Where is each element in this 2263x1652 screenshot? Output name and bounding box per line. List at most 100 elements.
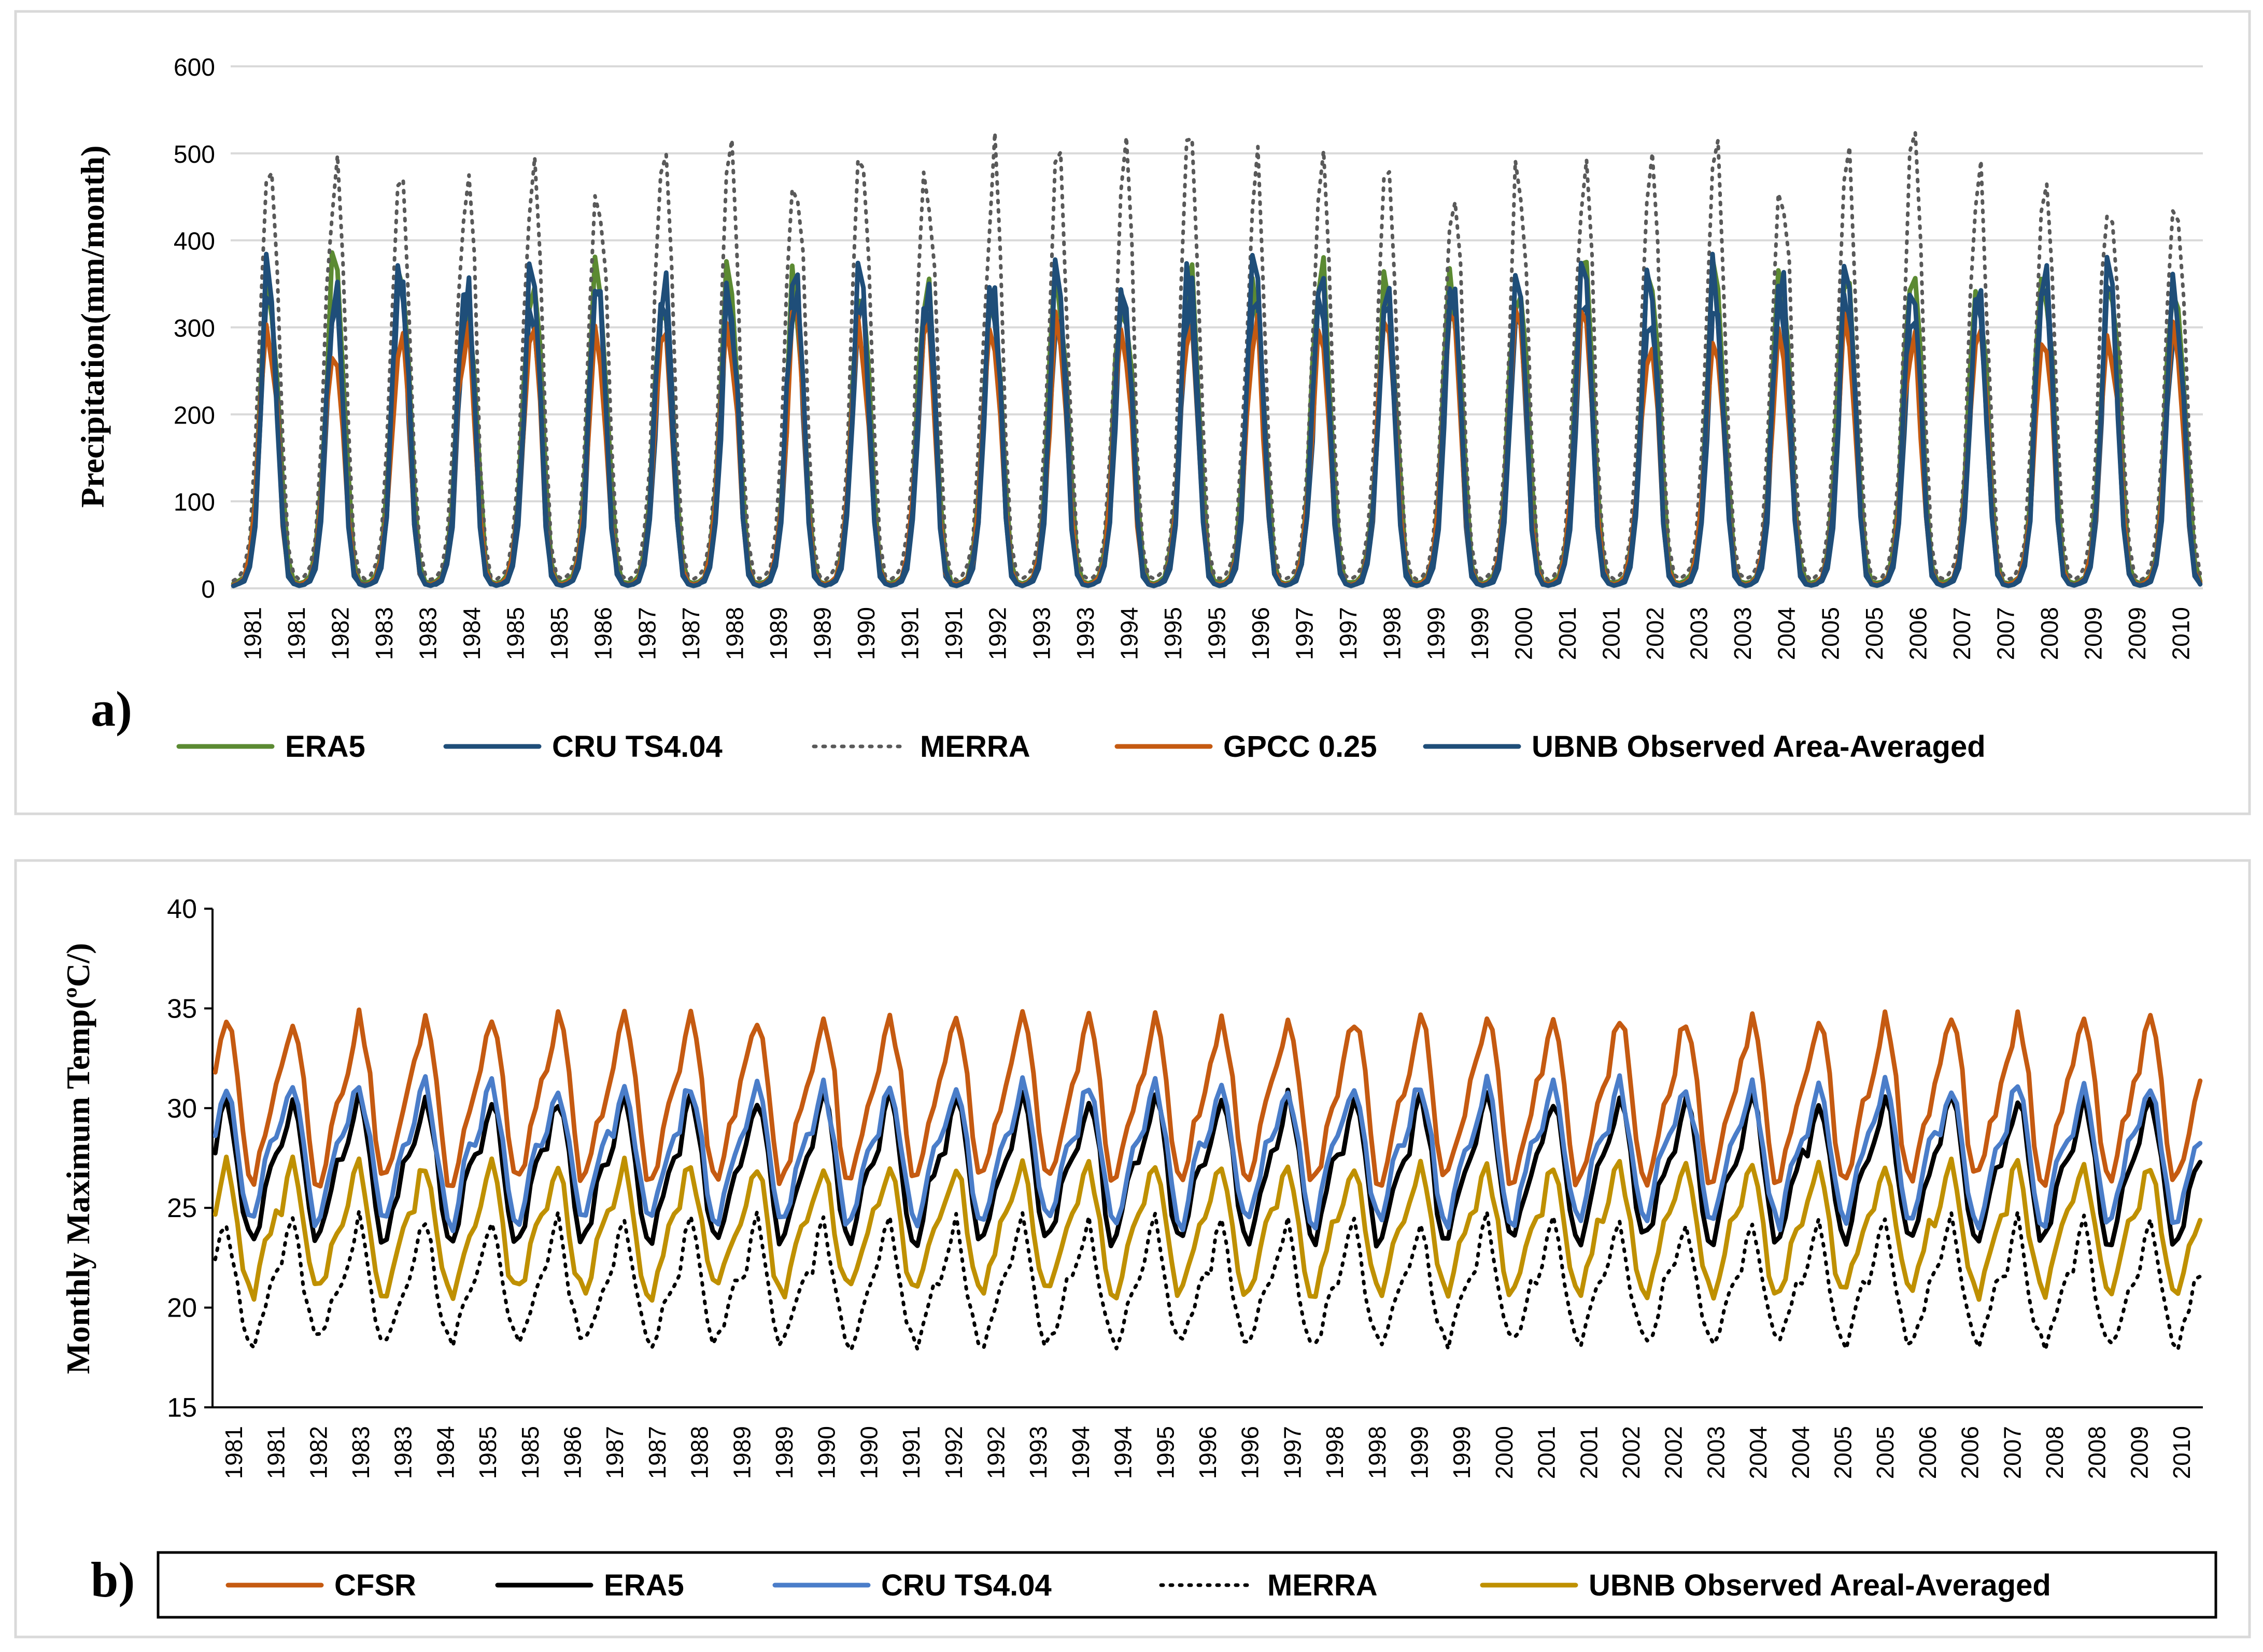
x-tick-label: 2006 bbox=[1957, 1426, 1984, 1479]
x-tick-label: 2003 bbox=[1686, 607, 1713, 660]
x-tick-label: 2008 bbox=[2036, 607, 2063, 660]
x-tick-label: 1998 bbox=[1379, 607, 1406, 660]
x-tick-label: 1990 bbox=[853, 607, 880, 660]
x-tick-label: 1984 bbox=[458, 607, 485, 660]
y-tick-label: 20 bbox=[167, 1293, 197, 1323]
y-tick-label: 200 bbox=[174, 402, 215, 429]
x-tick-label: 2004 bbox=[1745, 1426, 1772, 1479]
x-tick-label: 2003 bbox=[1702, 1426, 1729, 1479]
x-tick-label: 2005 bbox=[1861, 607, 1888, 660]
y-axis-title: Monthly Maximum Temp(ºC/) bbox=[60, 943, 96, 1374]
x-tick-label: 1992 bbox=[982, 1426, 1009, 1479]
x-tick-label: 1998 bbox=[1321, 1426, 1348, 1479]
x-tick-label: 1994 bbox=[1110, 1426, 1137, 1479]
x-tick-label: 2005 bbox=[1817, 607, 1844, 660]
y-tick-label: 15 bbox=[167, 1393, 197, 1423]
x-tick-label: 2007 bbox=[1999, 1426, 2026, 1479]
x-tick-label: 2001 bbox=[1575, 1426, 1602, 1479]
x-tick-label: 1987 bbox=[677, 607, 704, 660]
x-tick-label: 1991 bbox=[898, 1426, 925, 1479]
panel-b-legend: CFSR ERA5 CRU TS4.04 MERRA UBNB Observed Are… bbox=[225, 1569, 2051, 1602]
x-tick-label: 1988 bbox=[686, 1426, 713, 1479]
y-axis-title: Precipitation(mm/month) bbox=[74, 145, 111, 507]
x-tick-label: 1999 bbox=[1448, 1426, 1475, 1479]
x-tick-label: 1986 bbox=[559, 1426, 586, 1479]
x-tick-label: 1985 bbox=[502, 607, 529, 660]
x-tick-label: 1981 bbox=[263, 1426, 290, 1479]
x-tick-label: 1981 bbox=[220, 1426, 247, 1479]
x-tick-label: 1981 bbox=[239, 607, 266, 660]
x-tick-label: 2000 bbox=[1491, 1426, 1518, 1479]
x-tick-label: 1982 bbox=[327, 607, 353, 660]
x-tick-label: 2006 bbox=[1914, 1426, 1941, 1479]
x-tick-label: 2004 bbox=[1773, 607, 1800, 660]
x-tick-label: 1994 bbox=[1115, 607, 1142, 660]
x-tick-label: 2001 bbox=[1598, 607, 1625, 660]
legend-label: CRU TS4.04 bbox=[881, 1569, 1052, 1602]
x-tick-label: 1990 bbox=[855, 1426, 882, 1479]
legend-label: CRU TS4.04 bbox=[552, 730, 723, 764]
series-line-merra bbox=[213, 1209, 2202, 1352]
y-tick-label: 30 bbox=[167, 1094, 197, 1124]
x-tick-label: 1989 bbox=[765, 607, 792, 660]
x-tick-label: 1986 bbox=[590, 607, 617, 660]
x-tick-label: 1999 bbox=[1406, 1426, 1433, 1479]
x-tick-label: 1985 bbox=[517, 1426, 544, 1479]
x-tick-label: 2001 bbox=[1554, 607, 1581, 660]
x-tick-label: 1984 bbox=[432, 1426, 459, 1479]
x-tick-label: 1989 bbox=[809, 607, 836, 660]
legend-label: UBNB Observed Area-Averaged bbox=[1532, 730, 1986, 764]
legend-label: UBNB Observed Areal-Averaged bbox=[1589, 1569, 2051, 1602]
x-tick-label: 1998 bbox=[1364, 1426, 1391, 1479]
x-tick-label: 1994 bbox=[1067, 1426, 1094, 1479]
y-tick-label: 35 bbox=[167, 994, 197, 1024]
x-tick-label: 2008 bbox=[2084, 1426, 2111, 1479]
x-tick-label: 2001 bbox=[1533, 1426, 1560, 1479]
x-tick-label: 2002 bbox=[1618, 1426, 1645, 1479]
x-tick-label: 1995 bbox=[1159, 607, 1186, 660]
x-tick-label: 1987 bbox=[601, 1426, 628, 1479]
x-tick-label: 1993 bbox=[1028, 607, 1055, 660]
y-tick-label: 40 bbox=[167, 894, 197, 924]
x-tick-label: 1997 bbox=[1279, 1426, 1306, 1479]
panel-b-legend-box bbox=[157, 1551, 2217, 1619]
y-tick-label: 300 bbox=[174, 315, 215, 343]
x-tick-label: 1997 bbox=[1291, 607, 1318, 660]
x-tick-label: 1996 bbox=[1237, 1426, 1264, 1479]
x-tick-label: 1989 bbox=[771, 1426, 798, 1479]
panel-a-legend: ERA5 CRU TS4.04 MERRA GPCC 0.25 UBNB Observe… bbox=[176, 730, 1986, 764]
y-tick-label: 100 bbox=[174, 489, 215, 516]
x-tick-label: 2005 bbox=[1830, 1426, 1857, 1479]
x-tick-label: 1992 bbox=[940, 1426, 967, 1479]
x-tick-label: 2009 bbox=[2126, 1426, 2153, 1479]
x-tick-label: 2007 bbox=[1948, 607, 1975, 660]
x-tick-label: 1992 bbox=[984, 607, 1011, 660]
x-tick-label: 2000 bbox=[1510, 607, 1537, 660]
panel-a-label: a) bbox=[91, 681, 132, 737]
x-tick-label: 1991 bbox=[940, 607, 967, 660]
y-tick-label: 0 bbox=[201, 576, 215, 603]
x-tick-label: 1993 bbox=[1072, 607, 1099, 660]
x-tick-label: 1999 bbox=[1466, 607, 1493, 660]
x-tick-label: 1997 bbox=[1335, 607, 1362, 660]
x-tick-label: 1990 bbox=[813, 1426, 840, 1479]
x-tick-label: 2003 bbox=[1729, 607, 1756, 660]
x-tick-label: 2009 bbox=[2124, 607, 2151, 660]
x-tick-label: 1999 bbox=[1422, 607, 1449, 660]
series-line-cfsr bbox=[213, 1007, 2203, 1189]
x-tick-label: 1993 bbox=[1025, 1426, 1052, 1479]
x-tick-label: 1996 bbox=[1194, 1426, 1221, 1479]
x-tick-label: 1981 bbox=[283, 607, 310, 660]
series-line-ubnb-observed-area-averaged bbox=[231, 251, 2203, 589]
y-tick-label: 25 bbox=[167, 1193, 197, 1223]
x-tick-label: 1985 bbox=[546, 607, 573, 660]
x-tick-label: 1983 bbox=[371, 607, 398, 660]
x-tick-label: 2006 bbox=[1904, 607, 1931, 660]
x-tick-label: 1985 bbox=[474, 1426, 501, 1479]
x-tick-label: 1996 bbox=[1247, 607, 1274, 660]
legend-label: CFSR bbox=[334, 1569, 416, 1602]
legend-label: ERA5 bbox=[604, 1569, 684, 1602]
x-tick-label: 2007 bbox=[1992, 607, 2019, 660]
x-tick-label: 1988 bbox=[721, 607, 748, 660]
